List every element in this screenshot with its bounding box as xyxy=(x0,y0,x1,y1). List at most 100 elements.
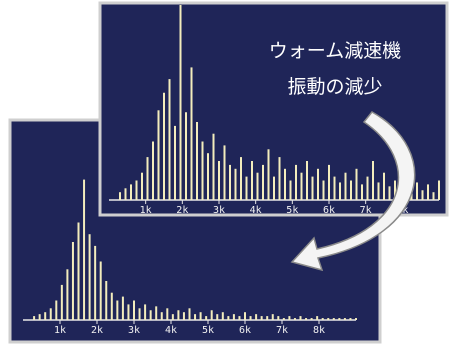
bar xyxy=(339,182,341,200)
x-tick-label: 8k xyxy=(313,325,325,336)
bar xyxy=(322,180,325,200)
x-tick-label: 5k xyxy=(286,205,298,216)
bar xyxy=(110,292,113,320)
bar xyxy=(333,176,336,200)
bar xyxy=(278,157,281,200)
bar xyxy=(377,182,380,200)
bar xyxy=(185,112,187,200)
bar xyxy=(244,312,246,320)
x-tick-label: 2k xyxy=(91,325,103,336)
bar xyxy=(293,318,296,320)
bar xyxy=(130,184,132,200)
bar xyxy=(349,318,352,320)
bar xyxy=(188,308,191,320)
bar xyxy=(174,125,176,200)
bar xyxy=(355,318,357,320)
bar xyxy=(255,314,258,320)
bar xyxy=(127,304,130,320)
bar xyxy=(327,318,330,320)
bar xyxy=(427,184,429,200)
bar xyxy=(179,5,182,200)
bar xyxy=(194,314,197,320)
bar xyxy=(144,304,147,320)
bar xyxy=(152,141,154,200)
bar xyxy=(99,261,102,320)
bar xyxy=(216,314,219,320)
bar xyxy=(171,314,174,320)
x-tick-label: 7k xyxy=(360,205,372,216)
bar xyxy=(182,312,185,320)
bar xyxy=(289,180,292,200)
bar xyxy=(232,314,235,320)
bar xyxy=(300,172,303,200)
bar xyxy=(77,222,80,320)
x-tick-label: 5k xyxy=(202,325,214,336)
x-tick-label: 3k xyxy=(213,205,225,216)
bar xyxy=(344,172,347,200)
bar xyxy=(262,164,264,200)
bar xyxy=(141,172,143,200)
x-tick-label: 6k xyxy=(239,325,251,336)
x-tick-label: 1k xyxy=(140,205,152,216)
bar xyxy=(305,318,308,320)
bar xyxy=(366,176,369,200)
bar xyxy=(306,161,308,200)
bar xyxy=(205,316,208,320)
bar xyxy=(282,318,285,320)
bar xyxy=(155,306,158,320)
x-tick-label: 4k xyxy=(165,325,177,336)
bar xyxy=(116,300,119,320)
bar xyxy=(207,153,209,200)
spectra: 1k2k3k4k5k6k7k8k1k2k3k4k5k6k7k8k xyxy=(8,1,449,344)
x-tick-label: 1k xyxy=(54,325,66,336)
bar xyxy=(212,133,215,200)
bar xyxy=(124,188,127,200)
bar xyxy=(372,161,374,200)
bar xyxy=(105,281,108,320)
bar xyxy=(267,149,270,200)
bar xyxy=(295,164,297,200)
bar xyxy=(33,316,36,320)
arrow-layer xyxy=(290,111,416,272)
bar xyxy=(240,157,242,200)
bar xyxy=(355,168,358,200)
bar xyxy=(38,314,41,320)
bar xyxy=(284,168,286,200)
bar xyxy=(343,318,346,320)
bar xyxy=(350,180,352,200)
x-tick-label: 3k xyxy=(128,325,140,336)
bar xyxy=(199,312,202,320)
x-tick-label: 6k xyxy=(323,205,335,216)
bar xyxy=(88,234,91,320)
bar xyxy=(218,161,220,200)
bar xyxy=(249,316,252,320)
bar xyxy=(223,145,226,200)
bar xyxy=(273,176,275,200)
bar xyxy=(60,284,63,320)
bar xyxy=(135,180,138,200)
bar xyxy=(311,176,314,200)
bar xyxy=(432,192,435,200)
bar xyxy=(332,318,335,320)
annotation-line: ウォーム減速機 xyxy=(269,40,401,62)
bar xyxy=(146,157,149,200)
bar xyxy=(288,316,291,320)
bar xyxy=(177,310,180,320)
bar xyxy=(227,316,230,320)
bar xyxy=(71,242,74,320)
curved-arrow xyxy=(290,111,416,272)
bar xyxy=(94,245,97,320)
bar xyxy=(234,168,237,200)
bar xyxy=(238,316,241,320)
bar xyxy=(266,316,269,320)
bar xyxy=(271,314,274,320)
bar xyxy=(55,300,58,320)
bar xyxy=(321,318,324,320)
x-tick-label: 7k xyxy=(276,325,288,336)
bar xyxy=(121,296,124,320)
bar xyxy=(66,269,69,320)
bar xyxy=(416,182,418,200)
x-tick-label: 2k xyxy=(176,205,188,216)
bar xyxy=(310,318,313,320)
